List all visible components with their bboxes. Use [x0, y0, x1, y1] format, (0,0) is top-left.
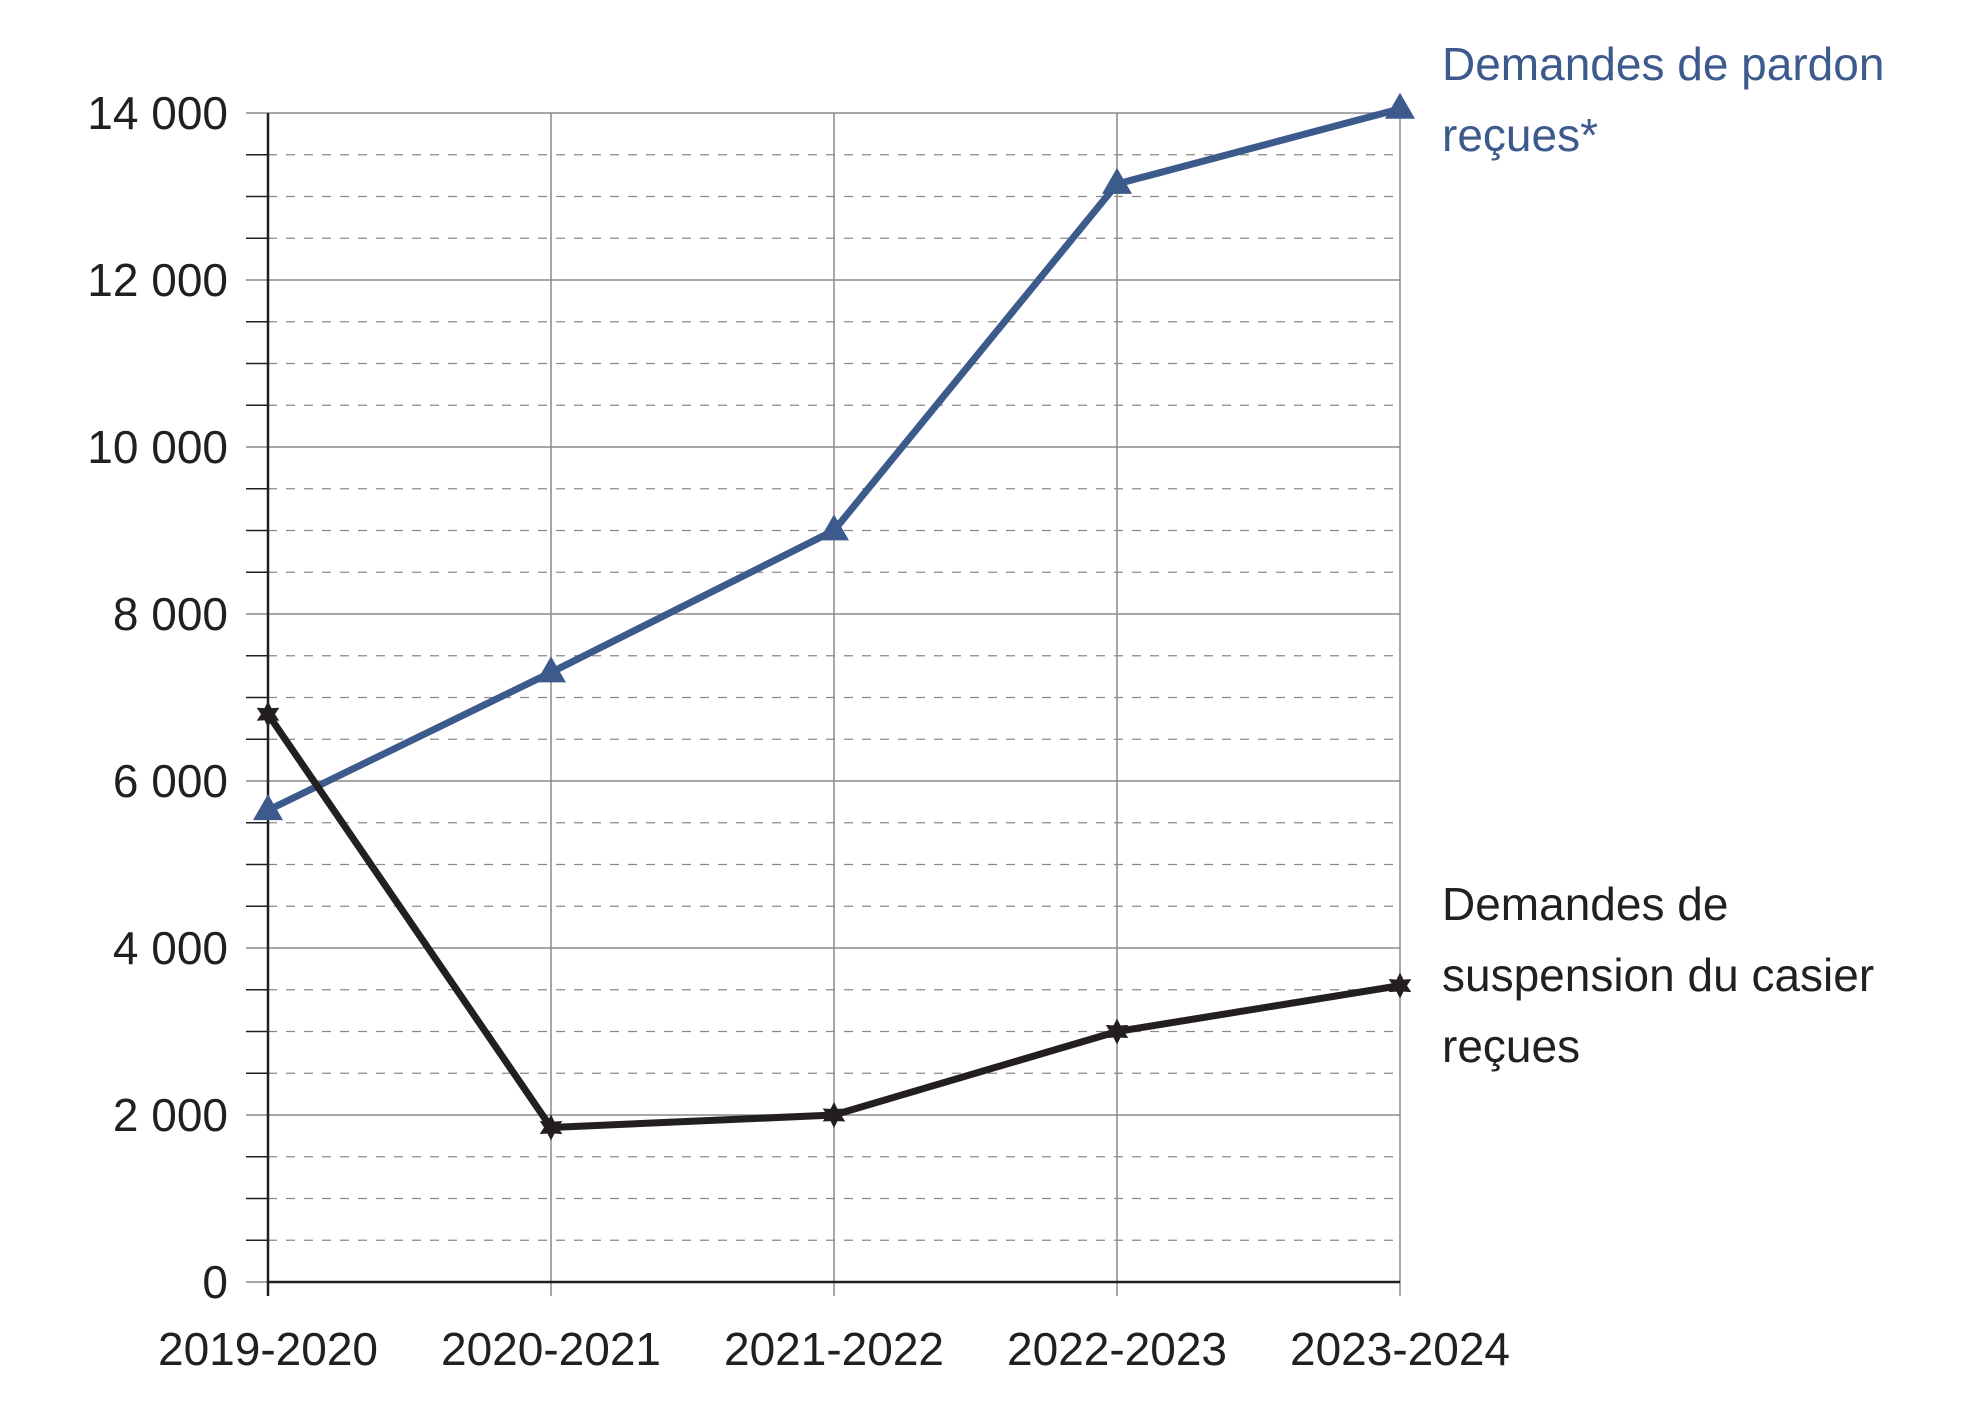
data-point-marker [1388, 972, 1412, 999]
data-point-marker [1105, 1018, 1129, 1045]
y-tick-label: 6 000 [113, 755, 228, 807]
x-tick-label: 2022-2023 [1007, 1323, 1227, 1375]
y-tick-label: 12 000 [87, 254, 228, 306]
labels: Demandes de pardon reçues* Demandes de susp… [1442, 38, 1884, 1072]
data-point-marker [1102, 167, 1132, 194]
data-point-marker [822, 1102, 846, 1128]
y-tick-label: 2 000 [113, 1089, 228, 1141]
y-tick-label: 4 000 [113, 922, 228, 974]
data-point-marker [256, 701, 280, 728]
series-label-0: Demandes de pardon reçues* [1442, 38, 1884, 161]
y-tick-label: 0 [202, 1256, 228, 1308]
y-tick-label: 8 000 [113, 588, 228, 640]
x-tick-label: 2019-2020 [158, 1323, 378, 1375]
series [253, 92, 1415, 1141]
data-point-marker [539, 1114, 563, 1141]
data-point-marker [253, 794, 283, 821]
data-point-marker [819, 514, 849, 541]
data-point-marker [536, 656, 566, 683]
x-tick-label: 2023-2024 [1290, 1323, 1510, 1375]
series-label-1: Demandes de suspension du casier reçues [1442, 878, 1874, 1072]
data-point-marker [1385, 92, 1415, 119]
x-tick-label: 2021-2022 [724, 1323, 944, 1375]
y-tick-label: 10 000 [87, 421, 228, 473]
y-tick-label: 14 000 [87, 87, 228, 139]
axes: 0 2 000 4 000 6 000 8 000 10 000 12 000 14 000 2… [87, 87, 1510, 1375]
x-tick-label: 2020-2021 [441, 1323, 661, 1375]
